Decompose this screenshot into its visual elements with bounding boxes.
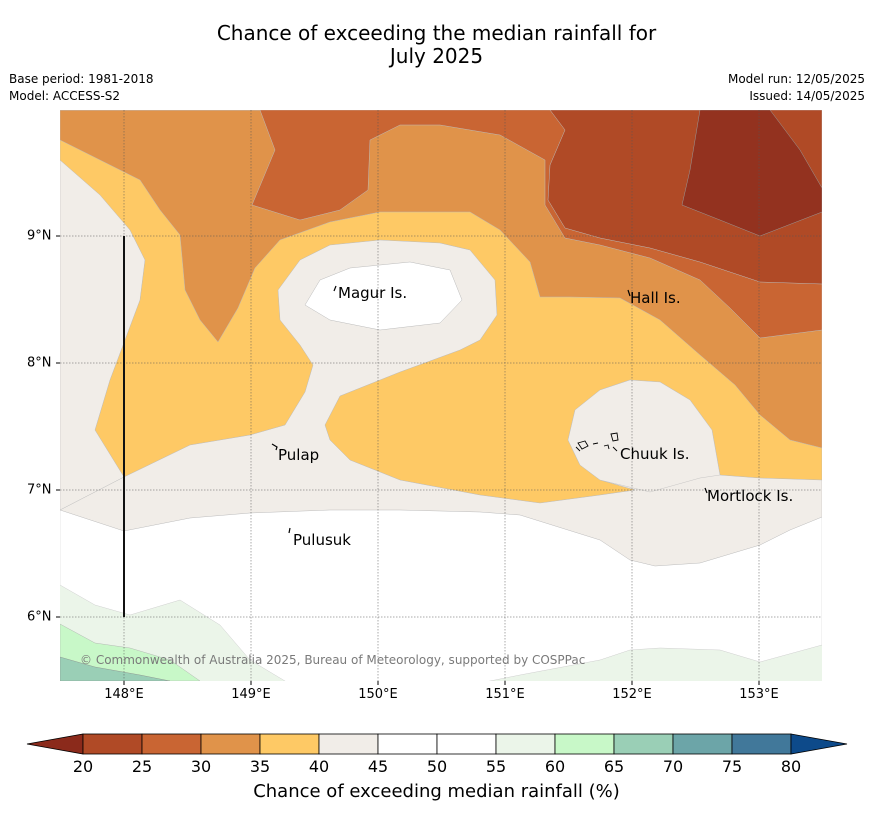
- colorbar-label-25: 25: [131, 757, 153, 776]
- colorbar-label-50: 50: [426, 757, 448, 776]
- contour-65-70: [60, 656, 171, 681]
- meta-left: Base period: 1981-2018 Model: ACCESS-S2: [9, 71, 154, 105]
- mortlock-island-marker: [704, 487, 708, 494]
- colorbar-label-35: 35: [249, 757, 271, 776]
- y-tick-7n: 7°N: [27, 482, 52, 498]
- label-pulusuk: Pulusuk: [293, 531, 351, 549]
- x-tick-149e: 149°E: [231, 687, 271, 702]
- colorbar-low-extension: [26, 733, 84, 755]
- copyright-credit: © Commonwealth of Australia 2025, Bureau…: [80, 653, 586, 667]
- hall-island-marker: [627, 289, 631, 297]
- colorbar-swatch-20-25: [82, 733, 143, 755]
- contour-chuuk-patch: [567, 379, 721, 493]
- label-chuuk: Chuuk Is.: [620, 445, 690, 463]
- label-mortlock: Mortlock Is.: [707, 487, 794, 505]
- colorbar-high-extension: [790, 733, 848, 755]
- base-period: Base period: 1981-2018: [9, 72, 154, 86]
- colorbar-swatch-40-45: [318, 733, 379, 755]
- model-run: Model run: 12/05/2025: [727, 72, 865, 86]
- colorbar-swatch-75-80: [731, 733, 792, 755]
- model-name: Model: ACCESS-S2: [9, 89, 121, 103]
- colorbar-swatch-25-30: [141, 733, 202, 755]
- title-line-2: July 2025: [389, 44, 484, 68]
- title-line-1: Chance of exceeding the median rainfall …: [216, 21, 657, 45]
- chuuk-island-marker: [575, 432, 619, 452]
- colorbar: [26, 733, 848, 755]
- x-tick-153e: 153°E: [739, 687, 779, 702]
- colorbar-swatch-35-40: [259, 733, 320, 755]
- title-text: Chance of exceeding the median rainfall …: [0, 22, 873, 68]
- label-pulap: Pulap: [278, 446, 320, 464]
- label-hall: Hall Is.: [630, 289, 681, 307]
- colorbar-label-30: 30: [190, 757, 212, 776]
- axis-tick-marks: [56, 235, 760, 685]
- colorbar-label-80: 80: [780, 757, 802, 776]
- colorbar-swatch-60-65: [554, 733, 615, 755]
- issued-date: Issued: 14/05/2025: [749, 89, 865, 103]
- colorbar-swatch-30-35: [200, 733, 261, 755]
- x-tick-148e: 148°E: [104, 687, 144, 702]
- contour-hole-magur: [304, 261, 463, 331]
- x-tick-150e: 150°E: [358, 687, 398, 702]
- colorbar-swatch-65-70: [613, 733, 674, 755]
- colorbar-label-45: 45: [367, 757, 389, 776]
- meta-right: Model run: 12/05/2025 Issued: 14/05/2025: [728, 71, 865, 105]
- colorbar-swatch-50-55: [436, 733, 497, 755]
- colorbar-swatch-45-50: [377, 733, 438, 755]
- island-markers: [271, 285, 708, 534]
- pulap-island-marker: [271, 443, 278, 451]
- pulusuk-island-marker: [288, 527, 291, 534]
- colorbar-label-40: 40: [308, 757, 330, 776]
- y-tick-9n: 9°N: [27, 228, 52, 244]
- colorbar-title: Chance of exceeding median rainfall (%): [253, 781, 620, 802]
- contour-below-20: [681, 110, 822, 237]
- colorbar-label-20: 20: [72, 757, 94, 776]
- colorbar-label-65: 65: [603, 757, 625, 776]
- magur-island-marker: [333, 285, 337, 292]
- label-magur: Magur Is.: [338, 284, 408, 302]
- colorbar-swatch-55-60: [495, 733, 556, 755]
- y-tick-6n: 6°N: [27, 609, 52, 625]
- colorbar-label-55: 55: [485, 757, 507, 776]
- x-tick-152e: 152°E: [612, 687, 652, 702]
- contour-60-65: [60, 623, 201, 681]
- y-tick-8n: 8°N: [27, 355, 52, 371]
- x-tick-151e: 151°E: [485, 687, 525, 702]
- colorbar-label-70: 70: [662, 757, 684, 776]
- colorbar-swatch-70-75: [672, 733, 733, 755]
- colorbar-label-60: 60: [544, 757, 566, 776]
- colorbar-label-75: 75: [721, 757, 743, 776]
